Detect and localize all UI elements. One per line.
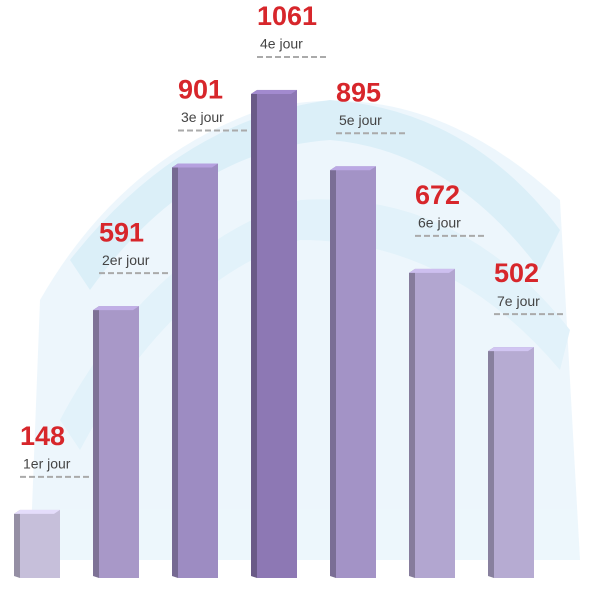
day-label: 2er jour: [102, 252, 150, 268]
day-label: 3e jour: [181, 109, 224, 125]
day-label: 6e jour: [418, 215, 461, 231]
bar: [99, 306, 139, 578]
bar: [257, 90, 297, 578]
bar-side: [93, 306, 99, 578]
bar-side: [14, 510, 20, 578]
bar-top: [251, 90, 297, 94]
bar-top: [14, 510, 60, 514]
value-label: 1061: [257, 1, 317, 31]
value-label: 591: [99, 217, 144, 247]
bar-side: [172, 164, 178, 578]
bar-top: [488, 347, 534, 351]
day-label: 4e jour: [260, 36, 303, 52]
bar-side: [488, 347, 494, 578]
bar-top: [93, 306, 139, 310]
bar: [178, 164, 218, 578]
bar-top: [330, 166, 376, 170]
day-label: 1er jour: [23, 456, 71, 472]
day-label: 5e jour: [339, 112, 382, 128]
value-label: 148: [20, 421, 65, 451]
value-label: 895: [336, 77, 381, 107]
bar: [415, 269, 455, 578]
chart: 148 1er jour 591 2er jour 901 3e jour 1061 4e j…: [0, 0, 599, 590]
value-label: 901: [178, 75, 223, 105]
bar-side: [409, 269, 415, 578]
bar: [494, 347, 534, 578]
value-label: 502: [494, 258, 539, 288]
bar-top: [409, 269, 455, 273]
value-label: 672: [415, 180, 460, 210]
bar: [20, 510, 60, 578]
bar-top: [172, 164, 218, 168]
day-label: 7e jour: [497, 293, 540, 309]
bar-side: [330, 166, 336, 578]
bar: [336, 166, 376, 578]
bar-side: [251, 90, 257, 578]
